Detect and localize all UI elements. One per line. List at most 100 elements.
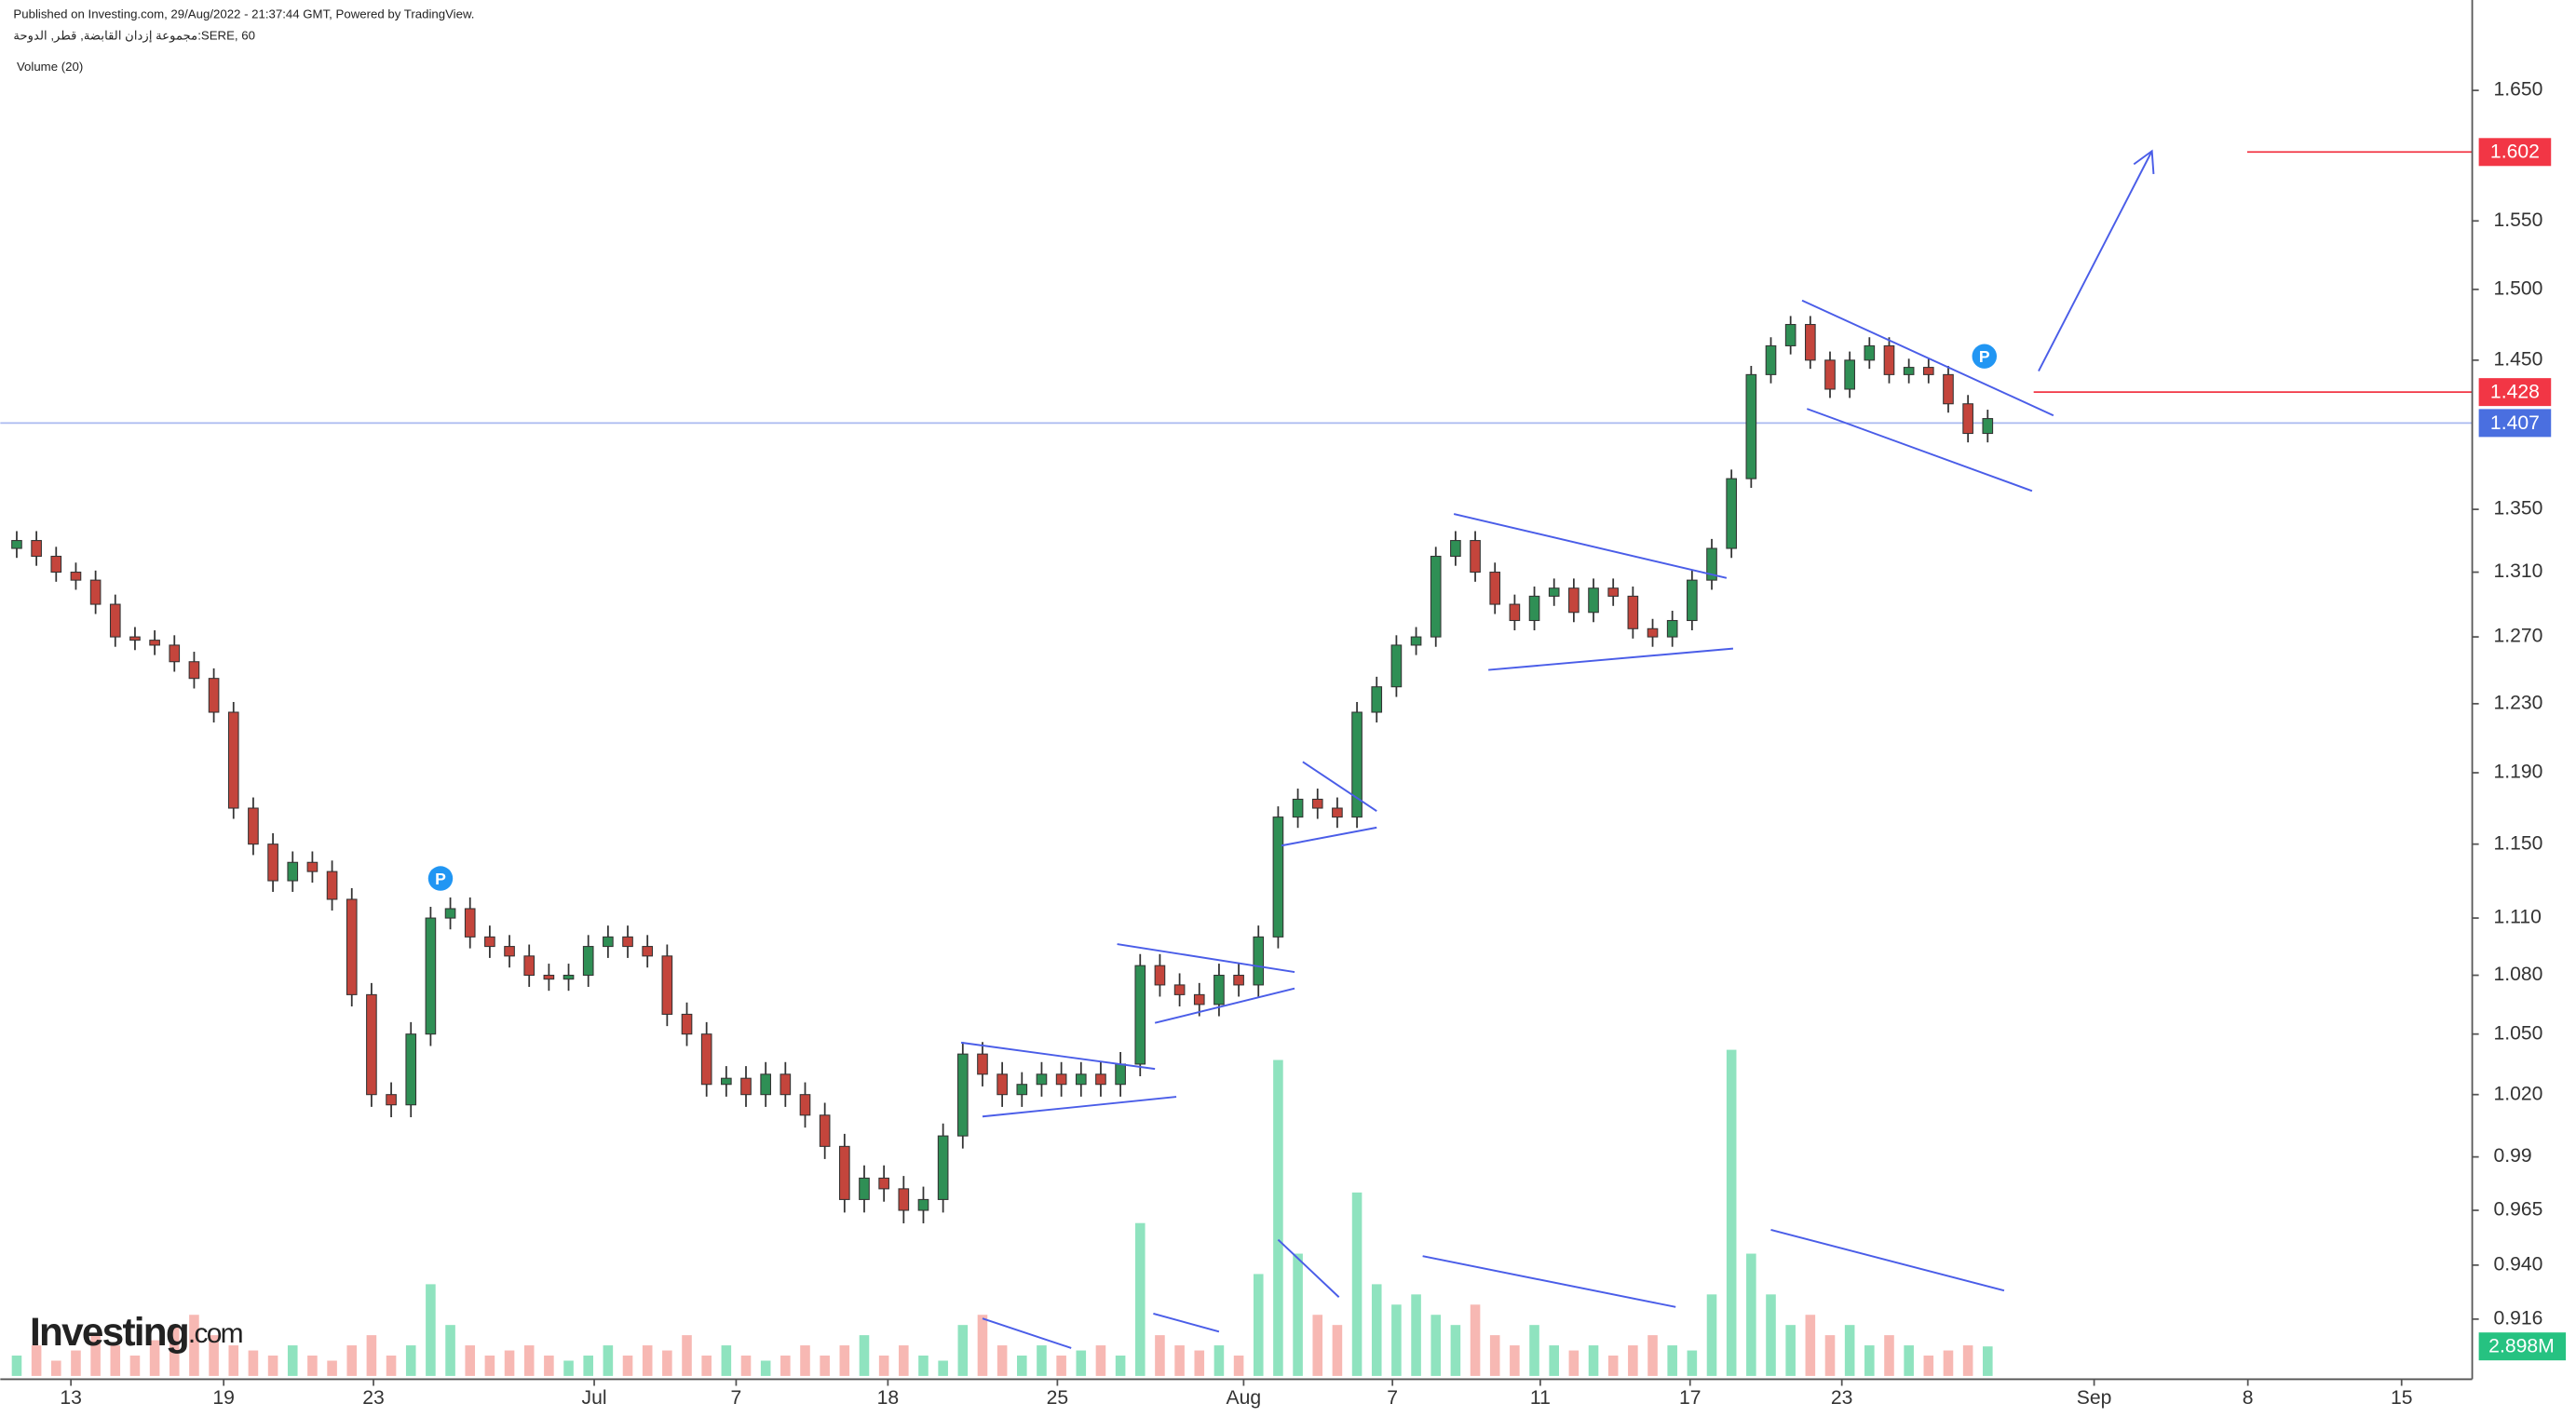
x-tick-label: 18 — [877, 1387, 900, 1409]
marker-label: P — [435, 870, 446, 888]
candle-body — [1982, 418, 1994, 435]
volume-bar — [997, 1345, 1008, 1376]
candle-body — [898, 1188, 910, 1211]
volume-bar — [405, 1345, 416, 1376]
volume-bar — [523, 1345, 535, 1376]
logo: Investing.com — [30, 1310, 242, 1354]
volume-bar — [1628, 1345, 1638, 1376]
candle-body — [326, 870, 338, 900]
volume-bar — [1273, 1059, 1283, 1376]
volume-bar — [228, 1345, 239, 1376]
logo-suffix: .com — [188, 1318, 242, 1349]
candle-body — [1509, 603, 1521, 622]
volume-bar — [583, 1356, 593, 1376]
candle-body — [740, 1077, 752, 1096]
candle-body — [109, 603, 121, 638]
labels: 1.602 1.428 1.407 2.898M — [2478, 138, 2567, 1361]
volume-bar — [642, 1345, 653, 1376]
candle-body — [997, 1073, 1008, 1096]
candle-body — [1371, 686, 1383, 713]
candle-body — [1450, 540, 1461, 558]
x-tick-label: Aug — [1227, 1387, 1262, 1409]
candle-body — [780, 1073, 792, 1096]
volume-bar — [1293, 1253, 1303, 1376]
candle-body — [248, 807, 259, 845]
candle-body — [1272, 816, 1284, 938]
candle-body — [917, 1198, 929, 1211]
candle-body — [1765, 344, 1777, 375]
candle-body — [799, 1094, 811, 1116]
candle-body — [1292, 798, 1304, 818]
candle-body — [1332, 807, 1343, 818]
volume-bar — [366, 1335, 377, 1376]
volume-bar — [1253, 1274, 1264, 1376]
candle-body — [1962, 403, 1973, 435]
candle-body — [1745, 373, 1757, 479]
candle-body — [444, 908, 456, 919]
volume-bar — [1312, 1315, 1323, 1376]
volume-bar — [71, 1350, 81, 1376]
volume-bar — [1824, 1335, 1836, 1376]
volume-bar — [1647, 1335, 1658, 1376]
candle-body — [1943, 373, 1954, 405]
x-tick-label: 7 — [1387, 1387, 1398, 1409]
volume-bar — [859, 1335, 870, 1376]
candle-body — [523, 955, 536, 977]
volume-bar — [1943, 1350, 1954, 1376]
volume-bar — [1785, 1325, 1796, 1376]
volume-bar — [1115, 1356, 1126, 1376]
candle-body — [11, 540, 22, 549]
trend-line — [1302, 761, 1377, 813]
candle-body — [1134, 965, 1146, 1065]
candle-body — [149, 640, 160, 646]
trend-line — [1801, 299, 2054, 417]
candle-body — [129, 636, 141, 641]
y-tick-label: 0.916 — [2493, 1307, 2542, 1329]
candle-body — [366, 993, 377, 1096]
volume-bar — [938, 1360, 948, 1376]
volume-bar — [800, 1345, 810, 1376]
candle-body — [1687, 579, 1698, 622]
candle-body — [346, 898, 358, 995]
y-tick-label: 1.650 — [2493, 79, 2542, 101]
candle-body — [1470, 540, 1481, 574]
candle-body — [208, 678, 220, 713]
volume-bar — [957, 1325, 969, 1376]
x-tick-label: 23 — [362, 1387, 385, 1409]
volume-bar — [1470, 1304, 1481, 1376]
y-tick-label: 1.450 — [2493, 348, 2542, 370]
y-tick-label: 1.350 — [2493, 498, 2542, 520]
volume-bar — [1017, 1356, 1027, 1376]
volume-title: Volume (20) — [17, 60, 83, 74]
candle-body — [1430, 555, 1442, 638]
symbol: مجموعة إزدان القابضة, قطر, الدوحة:SERE, … — [13, 28, 255, 43]
y-tick-label: 1.150 — [2493, 832, 2542, 854]
volume-bar — [11, 1356, 22, 1376]
y-tick-label: 1.310 — [2493, 560, 2542, 582]
candle-body — [386, 1094, 397, 1106]
volume-bar — [149, 1340, 160, 1376]
candle-body — [956, 1053, 969, 1137]
volume-bar — [129, 1356, 141, 1376]
drawings — [960, 149, 2155, 1349]
y-tick-label: 0.965 — [2493, 1199, 2542, 1221]
volume-bar — [1194, 1350, 1205, 1376]
candle-body — [582, 946, 594, 977]
volume-bar — [1056, 1356, 1066, 1376]
candle-body — [1883, 344, 1895, 375]
volume-label-box — [2478, 1332, 2567, 1361]
candle-body — [1922, 367, 1934, 375]
volume-bar — [1706, 1294, 1717, 1376]
volume-bar — [878, 1356, 889, 1376]
volume-bar — [899, 1345, 909, 1376]
candle-body — [1627, 595, 1639, 629]
volume-bar — [662, 1350, 672, 1376]
candle-body — [1410, 636, 1422, 646]
candle-body — [1706, 547, 1717, 581]
volume-bar — [1155, 1335, 1165, 1376]
volume-bar — [1746, 1253, 1756, 1376]
volume-bar — [307, 1356, 318, 1376]
candle-body — [50, 555, 62, 574]
candle-body — [1844, 359, 1855, 390]
y-tick-label: 0.940 — [2493, 1253, 2542, 1275]
